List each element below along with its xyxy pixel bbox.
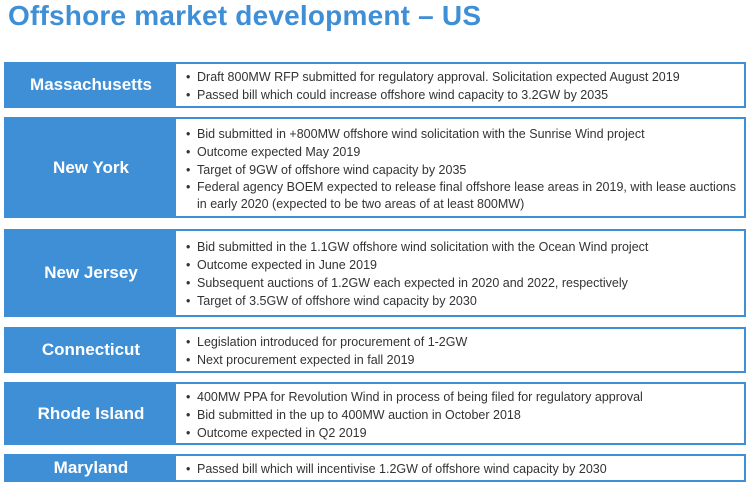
- bullet-item: • Outcome expected in Q2 2019: [186, 424, 738, 442]
- bullet-text: Outcome expected May 2019: [197, 144, 361, 159]
- bullet-icon: •: [186, 276, 191, 290]
- bullet-text: Subsequent auctions of 1.2GW each expect…: [197, 276, 628, 290]
- bullet-text: Federal agency BOEM expected to release …: [197, 179, 736, 211]
- bullet-list: • Bid submitted in the 1.1GW offshore win…: [176, 231, 744, 315]
- bullet-text: Passed bill which could increase offshor…: [197, 88, 609, 102]
- bullet-text: Bid submitted in +800MW offshore wind so…: [197, 126, 645, 141]
- bullet-item: • Federal agency BOEM expected to release…: [186, 179, 738, 213]
- state-label: New Jersey: [6, 231, 176, 315]
- bullet-icon: •: [186, 294, 191, 308]
- bullet-text: Next procurement expected in fall 2019: [197, 353, 415, 367]
- bullet-list: • Draft 800MW RFP submitted for regulator…: [176, 64, 744, 106]
- bullet-icon: •: [186, 389, 191, 404]
- bullet-text: Outcome expected in June 2019: [197, 258, 377, 272]
- bullet-text: Outcome expected in Q2 2019: [197, 425, 367, 440]
- page-title: Offshore market development – US: [8, 0, 482, 31]
- bullet-text: 400MW PPA for Revolution Wind in process…: [197, 389, 643, 404]
- bullet-text: Legislation introduced for procurement o…: [197, 335, 468, 349]
- bullet-icon: •: [186, 144, 191, 159]
- bullet-list: • 400MW PPA for Revolution Wind in proces…: [176, 384, 744, 443]
- state-row-new-york: New York • Bid submitted in +800MW offsho…: [4, 117, 746, 218]
- state-label: Maryland: [6, 456, 176, 480]
- bullet-icon: •: [186, 126, 191, 141]
- bullet-list: • Passed bill which will incentivise 1.2G…: [176, 456, 744, 480]
- bullet-icon: •: [186, 179, 191, 194]
- bullet-item: • Bid submitted in +800MW offshore wind s…: [186, 125, 738, 143]
- bullet-text: Target of 3.5GW of offshore wind capacit…: [197, 294, 477, 308]
- bullet-icon: •: [186, 240, 191, 254]
- bullet-item: • Passed bill which could increase offsho…: [186, 86, 738, 104]
- state-label: New York: [6, 119, 176, 216]
- bullet-item: • Outcome expected in June 2019: [186, 256, 738, 274]
- bullet-item: • Legislation introduced for procurement …: [186, 333, 738, 351]
- bullet-item: • Draft 800MW RFP submitted for regulator…: [186, 68, 738, 86]
- bullet-icon: •: [186, 462, 191, 476]
- bullet-icon: •: [186, 162, 191, 177]
- bullet-icon: •: [186, 353, 191, 367]
- state-row-new-jersey: New Jersey • Bid submitted in the 1.1GW o…: [4, 229, 746, 317]
- bullet-icon: •: [186, 70, 191, 84]
- state-label: Massachusetts: [6, 64, 176, 106]
- bullet-item: • Target of 9GW of offshore wind capacity…: [186, 161, 738, 179]
- bullet-item: • Subsequent auctions of 1.2GW each expec…: [186, 274, 738, 292]
- state-row-massachusetts: Massachusetts • Draft 800MW RFP submitted…: [4, 62, 746, 108]
- bullet-text: Passed bill which will incentivise 1.2GW…: [197, 462, 607, 476]
- state-row-rhode-island: Rhode Island • 400MW PPA for Revolution W…: [4, 382, 746, 445]
- state-row-maryland: Maryland • Passed bill which will incenti…: [4, 454, 746, 482]
- bullet-text: Draft 800MW RFP submitted for regulatory…: [197, 70, 680, 84]
- bullet-list: • Bid submitted in +800MW offshore wind s…: [176, 119, 744, 216]
- state-label: Connecticut: [6, 329, 176, 371]
- bullet-item: • Next procurement expected in fall 2019: [186, 351, 738, 369]
- bullet-item: • Bid submitted in the 1.1GW offshore win…: [186, 238, 738, 256]
- bullet-icon: •: [186, 425, 191, 440]
- bullet-text: Target of 9GW of offshore wind capacity …: [197, 162, 467, 177]
- bullet-list: • Legislation introduced for procurement …: [176, 329, 744, 371]
- bullet-text: Bid submitted in the 1.1GW offshore wind…: [197, 240, 649, 254]
- bullet-item: • Target of 3.5GW of offshore wind capaci…: [186, 292, 738, 310]
- bullet-icon: •: [186, 88, 191, 102]
- bullet-text: Bid submitted in the up to 400MW auction…: [197, 407, 521, 422]
- bullet-item: • Bid submitted in the up to 400MW auctio…: [186, 406, 738, 424]
- state-row-connecticut: Connecticut • Legislation introduced for …: [4, 327, 746, 373]
- bullet-icon: •: [186, 335, 191, 349]
- bullet-icon: •: [186, 258, 191, 272]
- bullet-item: • Passed bill which will incentivise 1.2G…: [186, 460, 738, 478]
- bullet-item: • Outcome expected May 2019: [186, 143, 738, 161]
- bullet-item: • 400MW PPA for Revolution Wind in proces…: [186, 388, 738, 406]
- bullet-icon: •: [186, 407, 191, 422]
- state-label: Rhode Island: [6, 384, 176, 443]
